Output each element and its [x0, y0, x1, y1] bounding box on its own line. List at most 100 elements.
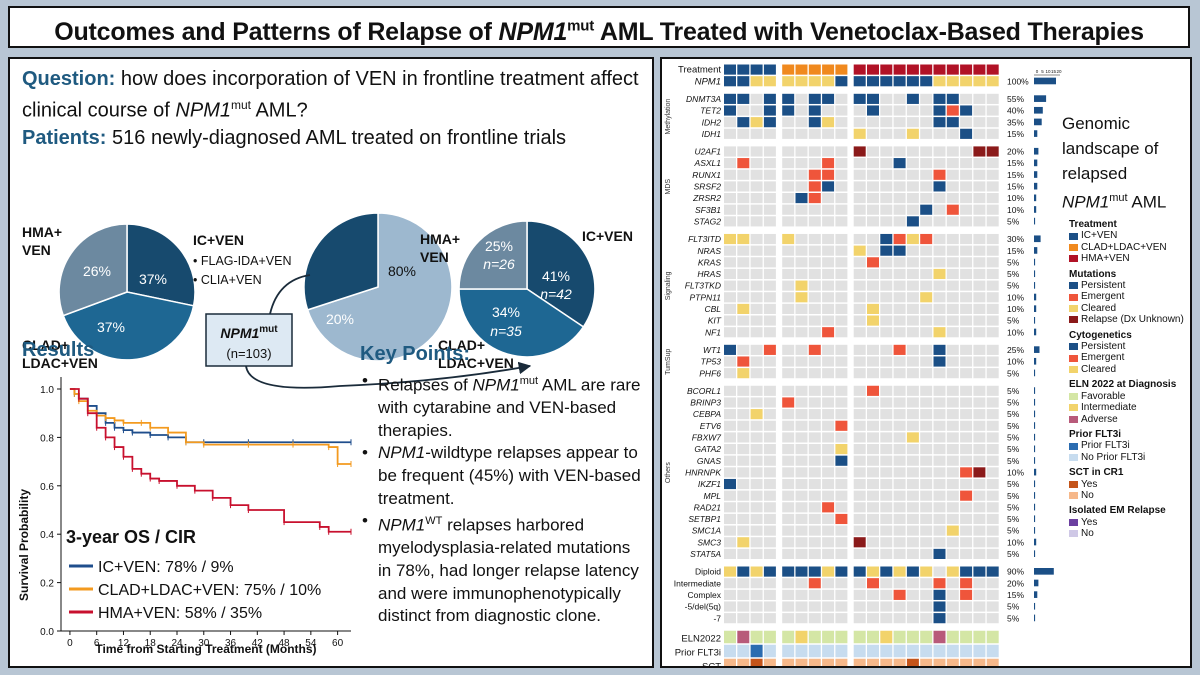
- onco-cell: [782, 128, 795, 139]
- onco-cell: [782, 280, 795, 291]
- onco-scale-tick: 5: [1041, 69, 1044, 74]
- onco-cell: [763, 385, 776, 396]
- onco-cell: [795, 467, 808, 478]
- onco-cell: [795, 537, 808, 548]
- onco-cell: [750, 193, 763, 204]
- onco-cell: [835, 268, 848, 280]
- onco-cell: [750, 105, 763, 116]
- onco-cell: [795, 525, 808, 536]
- onco-cell: [880, 303, 893, 314]
- onco-cell: [893, 420, 906, 431]
- onco-cell: [920, 613, 933, 624]
- onco-cell: [853, 169, 866, 180]
- onco-cell: [808, 158, 821, 169]
- question-text: how does incorporation of VEN in frontli…: [22, 68, 639, 122]
- onco-cell: [724, 525, 736, 536]
- onco-cell: [822, 368, 835, 379]
- onco-cell: [960, 76, 973, 87]
- onco-cell: [906, 64, 919, 75]
- onco-cell: [737, 397, 750, 408]
- onco-cell: [737, 181, 750, 192]
- onco-cell: [880, 128, 893, 139]
- onco-cell: [867, 204, 879, 215]
- onco-cell: [724, 158, 736, 169]
- onco-cell: [880, 368, 893, 379]
- onco-cell: [808, 280, 821, 291]
- onco-cell: [973, 537, 986, 548]
- onco-cell: [880, 420, 893, 431]
- onco-cell: [853, 303, 866, 314]
- legend-item: Adverse: [1069, 414, 1191, 425]
- onco-group-label: Signaling: [665, 271, 672, 300]
- onco-cell: [986, 513, 999, 525]
- pie-right-hma-n: n=26: [483, 256, 515, 272]
- onco-gene-label: TET2: [700, 106, 721, 116]
- onco-cell: [986, 420, 999, 431]
- genomic-landscape-title: Genomic landscape of relapsed NPM1mut AM…: [1062, 111, 1190, 215]
- onco-cell: [750, 158, 763, 169]
- onco-freq-bar: [1034, 579, 1039, 587]
- onco-cell: [986, 204, 999, 215]
- onco-cell: [750, 327, 763, 338]
- onco-cell: [782, 216, 795, 227]
- km-ylabel: Survival Probability: [17, 489, 31, 601]
- onco-cell: [893, 292, 906, 303]
- onco-cell: [880, 658, 893, 666]
- onco-cell: [986, 444, 999, 455]
- onco-cell: [795, 578, 808, 589]
- km-xlabel: Time from Starting Treatment (Months): [95, 642, 316, 656]
- pie-left-label-hma-1: HMA+: [22, 224, 62, 240]
- onco-cell: [853, 502, 866, 513]
- onco-cell: [973, 64, 986, 75]
- pie-right-label-hma-2: VEN: [420, 249, 449, 265]
- onco-cell: [880, 268, 893, 280]
- onco-gene-label: DNMT3A: [686, 94, 721, 104]
- onco-gene-label: GATA2: [694, 444, 721, 454]
- onco-cell: [782, 169, 795, 180]
- onco-cell: [853, 181, 866, 192]
- onco-cell: [867, 420, 879, 431]
- onco-cell: [853, 578, 866, 589]
- onco-cell: [724, 478, 736, 490]
- onco-cell: [986, 432, 999, 443]
- onco-cell: [920, 444, 933, 455]
- onco-cell: [933, 93, 946, 104]
- onco-cell: [737, 268, 750, 280]
- onco-cell: [808, 193, 821, 204]
- onco-gene-label: FBXW7: [692, 433, 722, 443]
- onco-cell: [960, 128, 973, 139]
- onco-cell: [795, 76, 808, 87]
- onco-cell: [946, 158, 959, 169]
- onco-cell: [973, 644, 986, 658]
- onco-cell: [880, 327, 893, 338]
- onco-cell: [880, 245, 893, 256]
- onco-cell: [920, 280, 933, 291]
- onco-cell: [946, 455, 959, 466]
- onco-cell: [763, 368, 776, 379]
- onco-cell: [750, 233, 763, 245]
- onco-cell: [724, 455, 736, 466]
- onco-cell: [737, 630, 750, 644]
- onco-gene-label: Intermediate: [674, 578, 722, 588]
- onco-scale-tick: 10: [1045, 69, 1051, 74]
- onco-cell: [737, 537, 750, 548]
- pie-mid-mut-pct: 20%: [326, 311, 354, 327]
- onco-cell: [920, 315, 933, 326]
- legend-section-title: Cytogenetics: [1069, 329, 1132, 341]
- onco-pct: 10%: [1007, 327, 1024, 337]
- onco-cell: [724, 566, 736, 577]
- onco-cell: [906, 537, 919, 548]
- onco-freq-bar: [1034, 410, 1036, 418]
- onco-cell: [946, 117, 959, 128]
- onco-cell: [973, 589, 986, 600]
- onco-cell: [835, 344, 848, 355]
- onco-cell: [960, 537, 973, 548]
- legend-swatch: [1069, 366, 1078, 374]
- legend-label: HMA+VEN: [1081, 253, 1130, 265]
- onco-cell: [750, 385, 763, 396]
- onco-cell: [893, 344, 906, 355]
- onco-cell: [986, 658, 999, 666]
- onco-cell: [835, 181, 848, 192]
- onco-freq-bar: [1034, 568, 1054, 575]
- onco-cell: [750, 204, 763, 215]
